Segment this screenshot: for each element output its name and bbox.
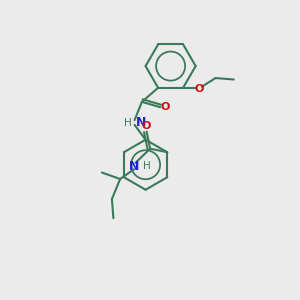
Text: H: H — [124, 118, 132, 128]
Text: N: N — [136, 116, 146, 129]
Text: H: H — [143, 161, 151, 171]
Text: O: O — [195, 84, 204, 94]
Text: N: N — [129, 160, 139, 173]
Text: O: O — [142, 121, 151, 131]
Text: O: O — [161, 102, 170, 112]
